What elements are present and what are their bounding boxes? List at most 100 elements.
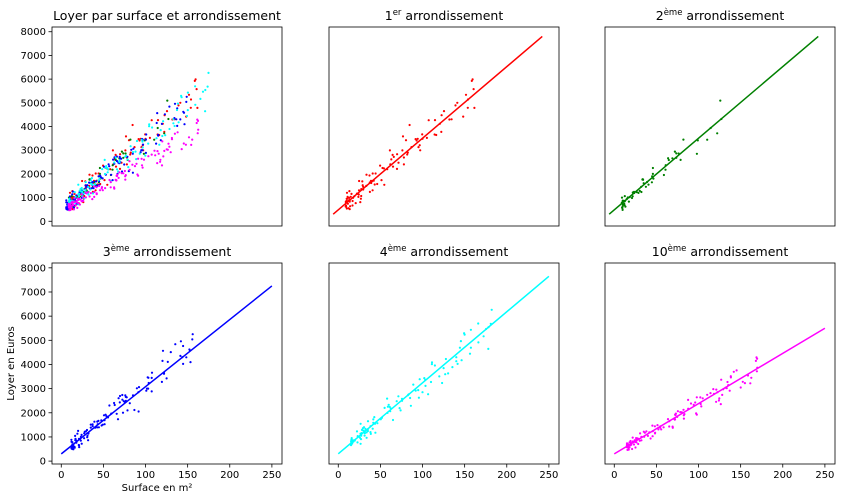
- data-point: [131, 151, 135, 154]
- data-point: [199, 97, 202, 100]
- subplot-1: 0 1000 2000 3000 4000 5000 6000 7000 8000 Loyer p…: [21, 8, 283, 228]
- title-text: arrondissement: [406, 244, 508, 259]
- data-point: [666, 418, 670, 421]
- data-point: [183, 123, 186, 126]
- data-point: [187, 93, 191, 96]
- data-point: [85, 192, 88, 195]
- data-point: [401, 135, 405, 138]
- data-point: [70, 438, 73, 441]
- data-point: [754, 359, 758, 362]
- data-point: [671, 157, 674, 160]
- data-point: [466, 106, 469, 109]
- plot-area: [608, 35, 819, 215]
- data-point: [147, 142, 150, 145]
- data-point: [78, 197, 81, 201]
- data-point: [87, 186, 90, 189]
- data-point: [630, 196, 634, 200]
- data-point: [395, 167, 399, 170]
- data-point: [74, 439, 77, 442]
- x-tick-label: 200: [220, 470, 239, 481]
- title-text: 4: [380, 244, 388, 259]
- data-point: [150, 376, 153, 379]
- data-point: [73, 197, 76, 200]
- data-point: [117, 176, 120, 179]
- data-point: [80, 186, 83, 190]
- data-point: [91, 423, 94, 426]
- subplot-title: 4ème arrondissement: [380, 243, 509, 259]
- regression-line: [332, 35, 543, 215]
- data-point: [640, 190, 643, 194]
- data-point: [118, 171, 121, 174]
- data-point: [98, 177, 101, 180]
- data-point: [131, 152, 134, 155]
- data-point: [97, 179, 100, 182]
- y-tick-label: 8000: [21, 27, 46, 38]
- data-point: [667, 158, 670, 162]
- data-point: [77, 429, 80, 432]
- data-point: [137, 157, 140, 160]
- data-point: [114, 178, 117, 181]
- data-point: [402, 156, 405, 159]
- data-point: [176, 131, 179, 134]
- data-point: [121, 398, 124, 401]
- title-text: Loyer par surface et arrondissement: [53, 8, 281, 23]
- data-point: [359, 422, 362, 425]
- data-point: [124, 152, 127, 155]
- data-point: [166, 360, 169, 363]
- title-text: arrondissement: [401, 8, 503, 23]
- data-point: [83, 432, 86, 435]
- data-point: [388, 405, 391, 408]
- data-point: [97, 426, 100, 429]
- data-point: [122, 152, 125, 155]
- data-point: [156, 150, 159, 153]
- data-point: [141, 149, 144, 152]
- data-point: [346, 202, 349, 205]
- data-point: [395, 400, 398, 403]
- data-point: [448, 118, 451, 121]
- data-point: [70, 195, 73, 198]
- data-point: [98, 184, 101, 188]
- data-point: [729, 376, 733, 379]
- data-point: [664, 168, 667, 171]
- data-point: [179, 354, 182, 357]
- data-point: [87, 191, 90, 194]
- data-point: [157, 134, 160, 137]
- data-point: [368, 190, 371, 193]
- data-point: [91, 425, 94, 428]
- data-point: [469, 346, 472, 349]
- data-point: [76, 432, 79, 435]
- data-point: [72, 206, 76, 209]
- data-point: [140, 157, 143, 160]
- data-point: [73, 446, 76, 449]
- data-point: [108, 178, 111, 182]
- data-point: [81, 190, 84, 194]
- data-point: [360, 194, 363, 198]
- data-point: [77, 195, 81, 198]
- data-point: [180, 96, 183, 99]
- data-point: [379, 164, 382, 167]
- data-point: [349, 195, 352, 198]
- y-axis-label: Loyer en Euros: [6, 326, 17, 400]
- data-point: [651, 172, 655, 175]
- data-point: [701, 397, 704, 400]
- x-tick-label: 150: [731, 470, 750, 481]
- data-point: [79, 439, 82, 442]
- data-point: [135, 162, 138, 165]
- data-point: [80, 442, 83, 445]
- data-point: [643, 431, 647, 434]
- data-point: [412, 383, 415, 386]
- data-point: [123, 169, 126, 173]
- x-tick-label: 250: [815, 470, 834, 481]
- data-point: [114, 153, 117, 156]
- data-point: [715, 388, 718, 391]
- data-point: [623, 195, 626, 198]
- data-point: [133, 408, 136, 412]
- data-point: [344, 205, 348, 208]
- data-point: [125, 154, 128, 157]
- data-point: [414, 138, 417, 141]
- data-point: [638, 189, 641, 192]
- data-point: [91, 198, 94, 201]
- x-tick-label: 100: [136, 470, 155, 481]
- data-point: [706, 138, 709, 141]
